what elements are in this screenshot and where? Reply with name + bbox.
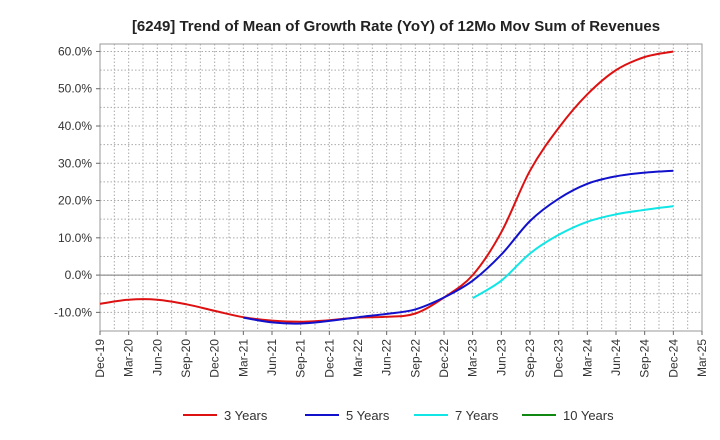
x-tick-label: Jun-21 (265, 339, 279, 376)
chart-title: [6249] Trend of Mean of Growth Rate (YoY… (132, 18, 660, 35)
x-tick-label: Dec-19 (93, 339, 107, 378)
x-tick-labels: Dec-19 Mar-20 Jun-20 Sep-20 Dec-20 Mar-21 Jun-… (93, 339, 709, 378)
x-tick-label: Sep-22 (408, 339, 422, 378)
x-tick-label: Dec-22 (437, 339, 451, 378)
legend-label-10-years: 10 Years (563, 408, 614, 423)
y-tick-label: 10.0% (58, 231, 92, 245)
x-tick-label: Sep-23 (523, 339, 537, 378)
series-line-7-years (472, 205, 674, 300)
x-tick-label: Jun-23 (494, 339, 508, 376)
x-tick-label: Sep-20 (179, 339, 193, 378)
x-tick-label: Mar-20 (122, 339, 136, 377)
y-tick-label: -10.0% (54, 305, 92, 319)
series-line-3-years (99, 50, 674, 323)
x-tick-label: Jun-20 (150, 339, 164, 376)
y-tick-label: 60.0% (58, 44, 92, 58)
grid (100, 44, 702, 331)
y-tick-label: 0.0% (65, 268, 93, 282)
y-tick-label: 50.0% (58, 82, 92, 96)
y-tick-label: 30.0% (58, 156, 92, 170)
legend-label-7-years: 7 Years (455, 408, 499, 423)
y-tick-label: 40.0% (58, 119, 92, 133)
x-tick-label: Mar-24 (580, 339, 594, 377)
axes (96, 43, 703, 335)
x-tick-label: Mar-23 (466, 339, 480, 377)
legend-label-5-years: 5 Years (346, 408, 390, 423)
x-tick-label: Mar-25 (695, 339, 709, 377)
y-tick-labels: -10.0% 0.0% 10.0% 20.0% 30.0% 40.0% 50.0% 60.0% (54, 44, 92, 319)
x-tick-label: Sep-24 (638, 339, 652, 378)
x-tick-label: Mar-22 (351, 339, 365, 377)
x-tick-label: Sep-21 (294, 339, 308, 378)
x-tick-label: Dec-20 (208, 339, 222, 378)
y-tick-label: 20.0% (58, 194, 92, 208)
series-line-5-years (243, 169, 674, 325)
series-lines (99, 50, 674, 325)
plot-frame (99, 43, 703, 332)
x-tick-label: Mar-21 (236, 339, 250, 377)
legend: 3 Years 5 Years 7 Years 10 Years (183, 408, 614, 423)
x-tick-label: Jun-24 (609, 339, 623, 376)
x-tick-label: Jun-22 (380, 339, 394, 376)
legend-label-3-years: 3 Years (224, 408, 268, 423)
x-tick-label: Dec-24 (666, 339, 680, 378)
x-tick-label: Dec-21 (322, 339, 336, 378)
x-tick-label: Dec-23 (552, 339, 566, 378)
